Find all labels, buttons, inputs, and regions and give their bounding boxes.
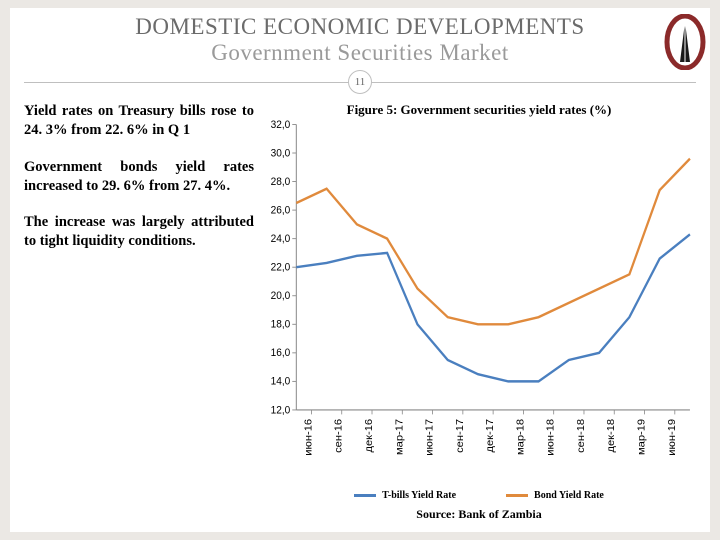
svg-text:28,0: 28,0 (271, 175, 291, 188)
svg-text:дек-17: дек-17 (485, 419, 496, 453)
chart-title: Figure 5: Government securities yield ra… (262, 102, 696, 118)
svg-text:сен-17: сен-17 (454, 419, 465, 453)
svg-text:16,0: 16,0 (271, 347, 291, 360)
svg-text:18,0: 18,0 (271, 318, 291, 331)
bullet-column: Yield rates on Treasury bills rose to 24… (24, 102, 254, 522)
bullet-3: The increase was largely attributed to t… (24, 213, 254, 251)
svg-text:июн-18: июн-18 (545, 419, 556, 456)
svg-text:24,0: 24,0 (271, 233, 291, 246)
legend-item-tbills: T-bills Yield Rate (354, 490, 456, 501)
svg-text:июн-19: июн-19 (666, 419, 677, 456)
svg-text:14,0: 14,0 (271, 375, 291, 388)
legend-swatch-tbills (354, 494, 376, 497)
svg-text:июн-17: июн-17 (424, 419, 435, 456)
svg-text:дек-16: дек-16 (363, 419, 374, 453)
chart-legend: T-bills Yield Rate Bond Yield Rate (262, 490, 696, 501)
slide-title-line1: DOMESTIC ECONOMIC DEVELOPMENTS (24, 14, 696, 40)
chart-source: Source: Bank of Zambia (262, 507, 696, 522)
svg-text:мар-18: мар-18 (515, 419, 526, 455)
svg-text:мар-19: мар-19 (636, 419, 647, 455)
bullet-1: Yield rates on Treasury bills rose to 24… (24, 102, 254, 140)
legend-swatch-bonds (506, 494, 528, 497)
legend-label-bonds: Bond Yield Rate (534, 490, 604, 501)
svg-text:сен-18: сен-18 (575, 419, 586, 453)
svg-text:12,0: 12,0 (271, 404, 291, 417)
svg-text:мар-17: мар-17 (394, 419, 405, 455)
svg-text:июн-16: июн-16 (303, 419, 314, 456)
svg-text:дек-18: дек-18 (606, 419, 617, 453)
bullet-2: Government bonds yield rates increased t… (24, 158, 254, 196)
legend-label-tbills: T-bills Yield Rate (382, 490, 456, 501)
svg-text:26,0: 26,0 (271, 204, 291, 217)
svg-text:30,0: 30,0 (271, 147, 291, 160)
line-chart: 32,0 30,0 28,0 26,0 24,0 22,0 20,0 18,0 16,0 14,0… (262, 120, 696, 488)
svg-text:22,0: 22,0 (271, 261, 291, 274)
svg-text:сен-16: сен-16 (333, 419, 344, 453)
svg-text:20,0: 20,0 (271, 290, 291, 303)
legend-item-bonds: Bond Yield Rate (506, 490, 604, 501)
slide-title-line2: Government Securities Market (24, 40, 696, 66)
page-number-badge: 11 (348, 70, 372, 94)
divider: 11 (24, 70, 696, 96)
bank-logo-icon (662, 14, 708, 70)
svg-text:32,0: 32,0 (271, 120, 291, 131)
